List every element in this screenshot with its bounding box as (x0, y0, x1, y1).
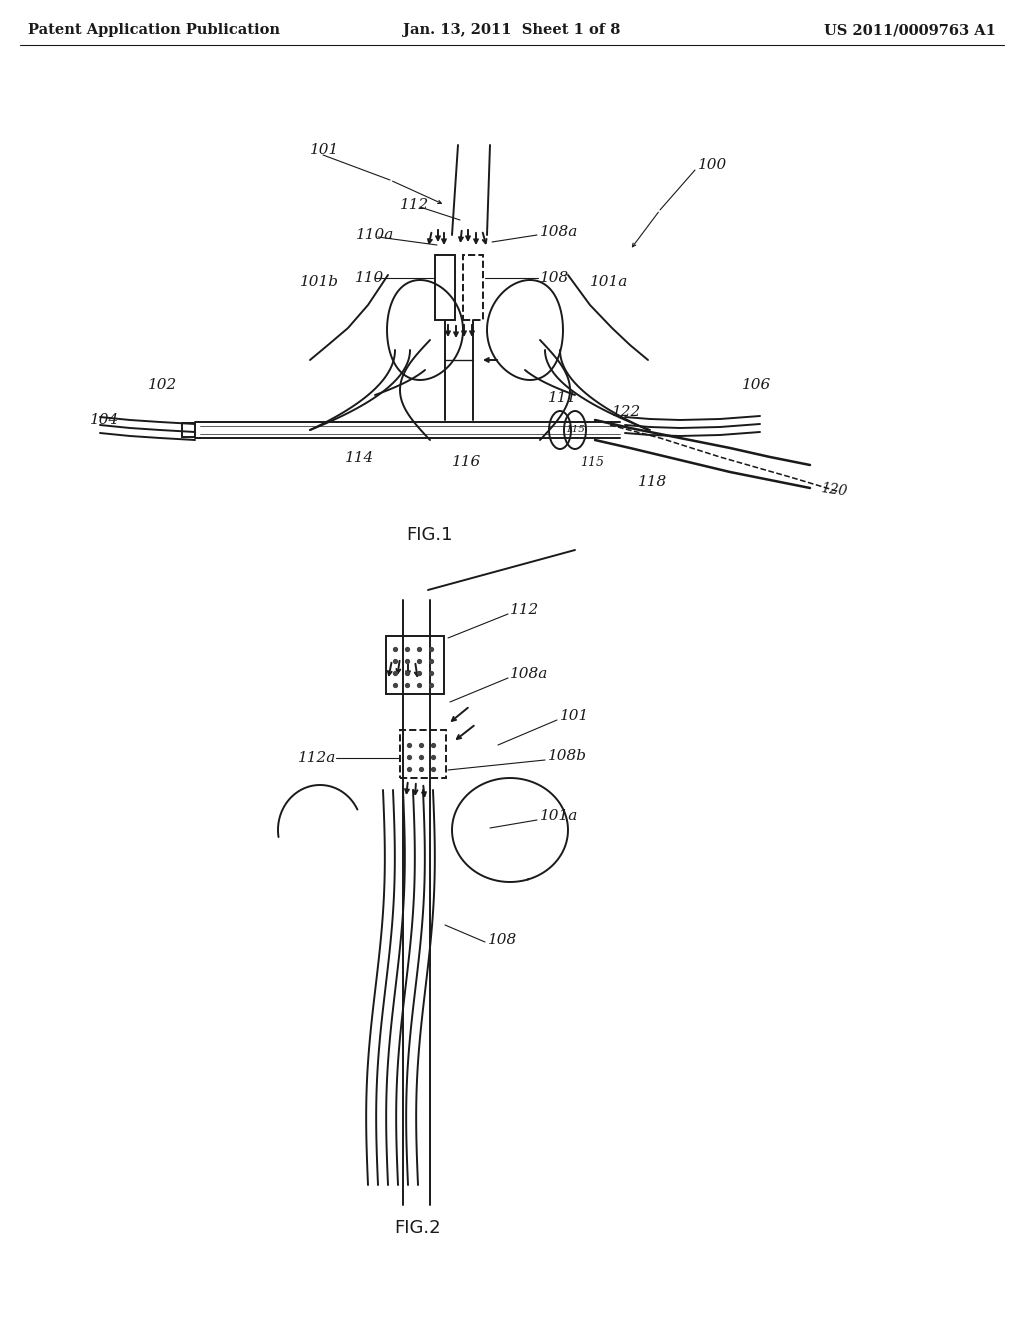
Text: 110a: 110a (356, 228, 394, 242)
Text: 118: 118 (638, 475, 668, 488)
Text: 108b: 108b (548, 748, 587, 763)
Text: FIG.2: FIG.2 (394, 1218, 441, 1237)
Text: 122: 122 (612, 405, 641, 418)
Bar (435, 255, 455, 319)
Bar (463, 255, 483, 319)
Text: 115: 115 (565, 425, 585, 434)
Text: 101a: 101a (590, 275, 629, 289)
Text: 101a: 101a (540, 809, 579, 822)
Text: 108: 108 (488, 933, 517, 946)
Text: 112: 112 (510, 603, 540, 616)
Text: 116: 116 (452, 455, 481, 469)
Text: 106: 106 (742, 378, 771, 392)
Text: 108: 108 (540, 271, 569, 285)
Text: 110: 110 (355, 271, 384, 285)
Text: 120: 120 (820, 482, 848, 499)
Text: 111: 111 (548, 391, 578, 405)
Text: 100: 100 (698, 158, 727, 172)
Text: 112: 112 (400, 198, 429, 213)
Text: Jan. 13, 2011  Sheet 1 of 8: Jan. 13, 2011 Sheet 1 of 8 (403, 22, 621, 37)
Text: Patent Application Publication: Patent Application Publication (28, 22, 280, 37)
Text: 108a: 108a (540, 224, 579, 239)
Bar (400, 730, 446, 777)
Text: 101b: 101b (300, 275, 339, 289)
Text: 115: 115 (580, 455, 604, 469)
Text: 114: 114 (345, 451, 374, 465)
Text: 104: 104 (90, 413, 119, 426)
Text: 101: 101 (560, 709, 589, 723)
Text: 108a: 108a (510, 667, 549, 681)
Text: 112a: 112a (298, 751, 336, 766)
Text: 102: 102 (148, 378, 177, 392)
Text: US 2011/0009763 A1: US 2011/0009763 A1 (824, 22, 996, 37)
Bar (386, 636, 444, 694)
Text: FIG.1: FIG.1 (407, 525, 454, 544)
Bar (182, 422, 195, 437)
Text: 101: 101 (310, 143, 339, 157)
